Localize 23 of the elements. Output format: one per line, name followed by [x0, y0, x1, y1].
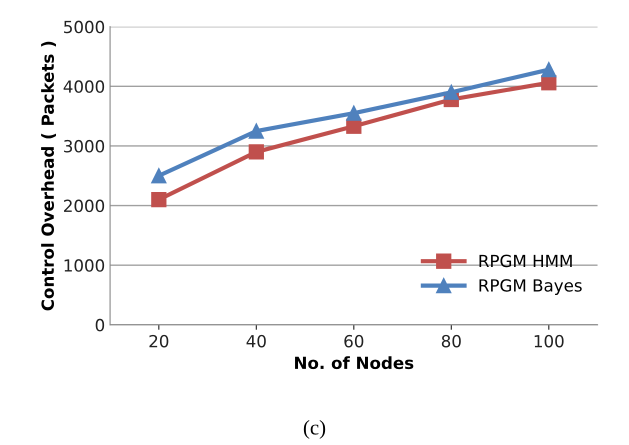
point: [248, 144, 264, 160]
y-tick-label: 5000: [64, 20, 104, 34]
x-axis-title: No. of Nodes: [295, 356, 414, 370]
legend-label: RPGM HMM: [480, 254, 572, 268]
point: [346, 106, 362, 121]
x-tick-label: 20: [149, 334, 168, 348]
y-tick-label: 0: [96, 318, 104, 332]
y-tick-label: 1000: [64, 259, 104, 272]
x-tick-label: 80: [442, 334, 461, 348]
x-tick-label: 100: [534, 334, 564, 348]
x-tick-label: 40: [246, 334, 266, 348]
point: [248, 123, 264, 139]
y-tick-label: 2000: [64, 200, 104, 212]
y-tick-label: 4000: [64, 80, 104, 93]
text: (c): [304, 420, 326, 439]
x-tick-label: 60: [344, 334, 364, 348]
y-tick-label: 3000: [64, 140, 104, 153]
point: [151, 192, 166, 208]
point: [444, 84, 459, 100]
point: [151, 168, 166, 184]
legend-label: RPGM Bayes: [480, 279, 582, 295]
point: [541, 62, 556, 78]
y-axis-title: Control Overhead ( Packets ): [41, 42, 56, 310]
